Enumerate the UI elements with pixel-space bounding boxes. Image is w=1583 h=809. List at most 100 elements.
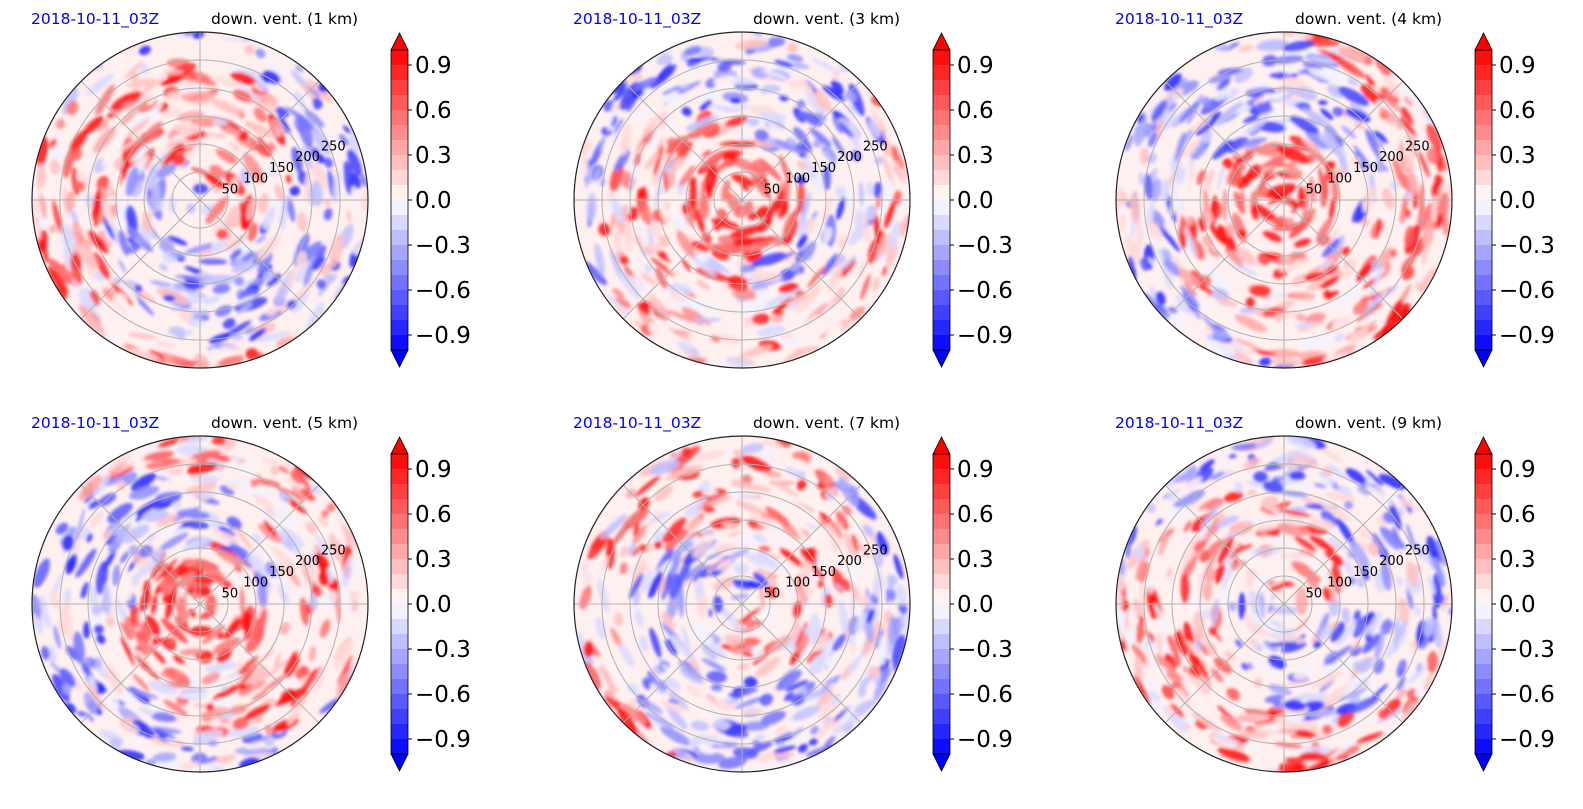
radial-tick-label: 100 (1327, 172, 1352, 187)
colorbar-level (1475, 50, 1492, 66)
panel-title: down. vent. (7 km) (753, 414, 900, 432)
radial-tick-label: 150 (269, 565, 294, 580)
colorbar-level (1475, 275, 1492, 291)
colorbar-level (1475, 454, 1492, 470)
colorbar-level (1475, 709, 1492, 725)
colorbar-level (391, 469, 408, 485)
colorbar-level (391, 80, 408, 96)
colorbar-tick-label: −0.6 (957, 682, 1013, 708)
colorbar-level (391, 110, 408, 126)
colorbar-level (1475, 559, 1492, 575)
panel-date: 2018-10-11_03Z (31, 414, 159, 433)
colorbar-level (933, 95, 950, 111)
grid-spoke (741, 484, 862, 605)
grid-spoke (622, 603, 743, 724)
colorbar-level (933, 305, 950, 321)
colorbar-level (391, 275, 408, 291)
colorbar-level (391, 664, 408, 680)
radial-tick-label: 150 (1353, 565, 1378, 580)
polar-frame (573, 435, 911, 773)
colorbar-tick-label: −0.6 (415, 278, 471, 304)
colorbar-extend-max (1474, 32, 1493, 51)
colorbar-tick-label: 0.0 (415, 188, 452, 214)
colorbar-level (933, 125, 950, 141)
colorbar-level (1475, 125, 1492, 141)
radial-tick-label: 200 (837, 554, 862, 569)
colorbar-level (933, 709, 950, 725)
colorbar-level (933, 559, 950, 575)
colorbar-level (1475, 80, 1492, 96)
panel-title: down. vent. (5 km) (211, 414, 358, 432)
colorbar-level (933, 140, 950, 156)
colorbar-level (933, 589, 950, 605)
colorbar-level (1475, 155, 1492, 171)
panel-title: down. vent. (1 km) (211, 10, 358, 28)
radial-tick-label: 100 (1327, 576, 1352, 591)
field-texture (32, 32, 368, 368)
colorbar-tick-label: −0.3 (957, 637, 1013, 663)
colorbar-extend-max (390, 436, 409, 455)
colorbar-level (933, 724, 950, 740)
panel-title: down. vent. (9 km) (1295, 414, 1442, 432)
panel-date: 2018-10-11_03Z (31, 10, 159, 29)
grid-spoke (622, 484, 743, 605)
colorbar-level (933, 664, 950, 680)
colorbar-tick-label: −0.9 (415, 323, 471, 349)
radial-tick-label: 200 (295, 554, 320, 569)
radial-tick-label: 250 (863, 139, 888, 154)
colorbar-extend-max (932, 436, 951, 455)
colorbar-level (1475, 724, 1492, 740)
colorbar-level (1475, 245, 1492, 261)
colorbar-level (933, 454, 950, 470)
radial-tick-label: 50 (764, 586, 781, 601)
radial-tick-label: 100 (243, 576, 268, 591)
colorbar-level (391, 694, 408, 710)
grid-spoke (1283, 199, 1404, 320)
colorbar-tick-label: −0.6 (1499, 682, 1555, 708)
colorbar-level (391, 170, 408, 186)
colorbar-level (391, 679, 408, 695)
colorbar-tick-label: −0.6 (415, 682, 471, 708)
colorbar-tick-label: −0.9 (415, 727, 471, 753)
colorbar: 0.9 0.6 0.3 0.0 −0.3 −0.6 −0.9 (390, 32, 471, 368)
grid-spoke (199, 603, 320, 724)
panel-date: 2018-10-11_03Z (573, 414, 701, 433)
colorbar: 0.9 0.6 0.3 0.0 −0.3 −0.6 −0.9 (932, 32, 1013, 368)
colorbar-level (391, 335, 408, 351)
colorbar-level (1475, 574, 1492, 590)
colorbar-level (1475, 305, 1492, 321)
colorbar-extend-min (390, 753, 409, 772)
radial-tick-label: 100 (785, 172, 810, 187)
colorbar-extend-max (932, 32, 951, 51)
colorbar-level (933, 739, 950, 755)
radial-tick-label: 200 (1379, 150, 1404, 165)
radial-tick-label: 200 (295, 150, 320, 165)
colorbar-tick-label: 0.6 (415, 502, 452, 528)
colorbar-level (1475, 185, 1492, 201)
colorbar-tick-label: 0.3 (415, 547, 452, 573)
colorbar-level (933, 469, 950, 485)
colorbar-level (933, 574, 950, 590)
colorbar-level (1475, 320, 1492, 336)
colorbar-tick-label: 0.6 (957, 98, 994, 124)
colorbar-tick-label: −0.3 (415, 233, 471, 259)
panel-date: 2018-10-11_03Z (573, 10, 701, 29)
grid-spoke (199, 80, 320, 201)
colorbar-level (391, 155, 408, 171)
colorbar-level (1475, 110, 1492, 126)
colorbar-level (391, 544, 408, 560)
colorbar-level (933, 634, 950, 650)
panel-title: down. vent. (4 km) (1295, 10, 1442, 28)
colorbar-level (1475, 664, 1492, 680)
colorbar: 0.9 0.6 0.3 0.0 −0.3 −0.6 −0.9 (1474, 32, 1555, 368)
colorbar-level (933, 275, 950, 291)
colorbar-level (1475, 544, 1492, 560)
colorbar: 0.9 0.6 0.3 0.0 −0.3 −0.6 −0.9 (932, 436, 1013, 772)
colorbar-extend-min (390, 349, 409, 368)
colorbar-level (933, 260, 950, 276)
colorbar-level (391, 499, 408, 515)
colorbar-level (1475, 65, 1492, 81)
colorbar-level (1475, 589, 1492, 605)
